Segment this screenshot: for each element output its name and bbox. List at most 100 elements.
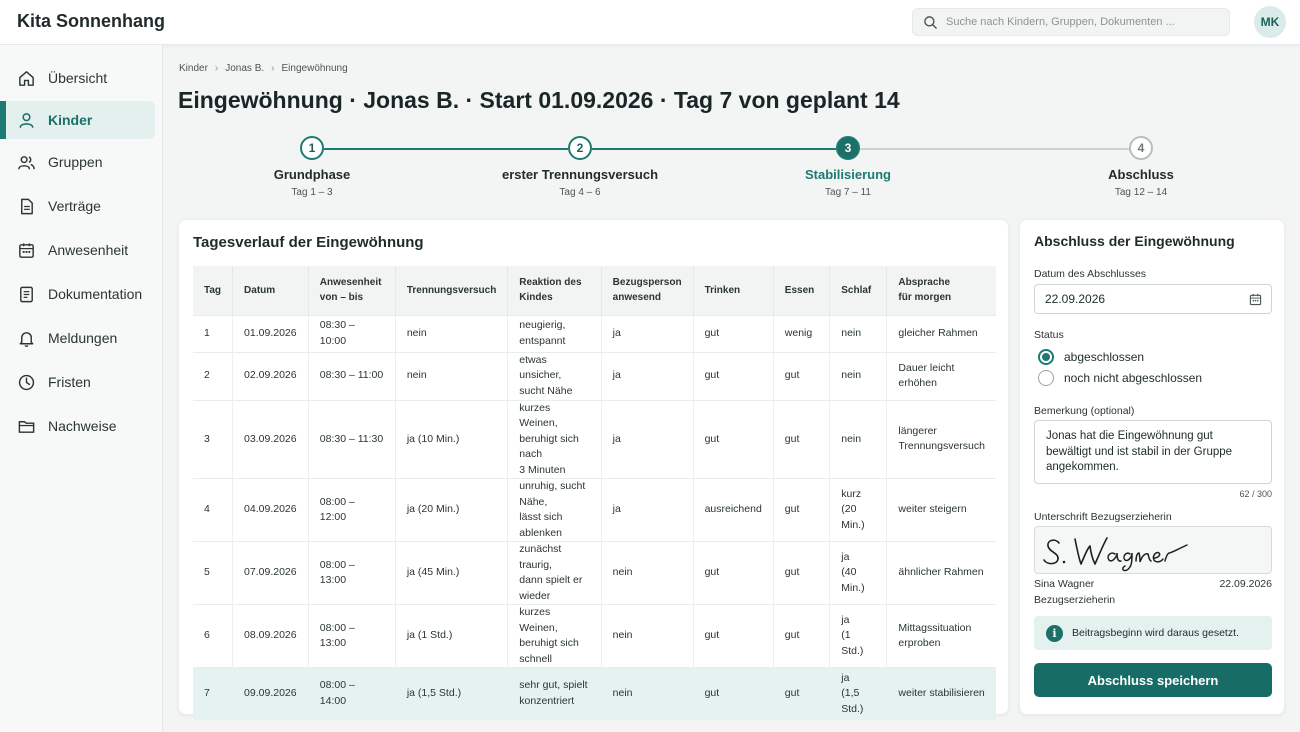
table-cell: 02.09.2026 bbox=[232, 351, 309, 400]
table-cell: 2 bbox=[193, 351, 234, 400]
column-header: Datum bbox=[232, 266, 309, 315]
table-row[interactable]: 6 08.09.2026 08:00 – 13:00 ja (1 Std.) kurze… bbox=[193, 604, 996, 668]
status-option-nicht-abgeschlossen[interactable]: noch nicht abgeschlossen bbox=[1038, 370, 1202, 386]
step-1-range: Tag 1 – 3 bbox=[291, 187, 333, 198]
search-icon bbox=[924, 16, 937, 29]
signer-role: Bezugserzieherin bbox=[1034, 594, 1116, 606]
table-cell: 08:00 – 13:00 bbox=[308, 541, 396, 605]
sidebar-item-gruppen[interactable]: Gruppen bbox=[0, 143, 155, 181]
sidebar-item-label: Gruppen bbox=[48, 154, 103, 170]
clock-icon bbox=[18, 374, 35, 390]
sidebar-item-label: Kinder bbox=[48, 112, 93, 128]
table-cell: gut bbox=[773, 541, 831, 605]
table-cell: ja (1,5 Std.) bbox=[829, 667, 888, 720]
sidebar-item-vertraege[interactable]: Verträge bbox=[0, 187, 155, 225]
sidebar-item-anwesenheit[interactable]: Anwesenheit bbox=[0, 231, 155, 269]
table-cell: ja (1 Std.) bbox=[395, 604, 509, 668]
column-header: Tag bbox=[193, 266, 234, 315]
table-row[interactable]: 3 03.09.2026 08:30 – 11:30 ja (10 Min.) kurz… bbox=[193, 399, 996, 479]
search-input[interactable] bbox=[946, 9, 1226, 35]
table-cell: 6 bbox=[193, 604, 234, 668]
table-cell: kurz (20 Min.) bbox=[829, 478, 888, 542]
signature-field[interactable] bbox=[1034, 526, 1272, 574]
sidebar-item-uebersicht[interactable]: Übersicht bbox=[0, 59, 155, 97]
table-row[interactable]: 1 01.09.2026 08:30 – 10:00 nein neugierig, e… bbox=[193, 314, 996, 352]
table-cell: nein bbox=[395, 314, 509, 352]
table-row[interactable]: 5 07.09.2026 08:00 – 13:00 ja (45 Min.) zunä… bbox=[193, 541, 996, 605]
table-cell: längerer Trennungsversuch bbox=[886, 399, 996, 479]
sidebar-item-kinder[interactable]: Kinder bbox=[0, 101, 155, 139]
step-1-label: Grundphase bbox=[273, 167, 351, 182]
sidebar-item-meldungen[interactable]: Meldungen bbox=[0, 319, 155, 357]
users-icon bbox=[18, 155, 35, 169]
table-row[interactable]: 7 09.09.2026 08:00 – 14:00 ja (1,5 Std.) seh… bbox=[193, 667, 996, 720]
breadcrumb-item-kinder[interactable]: Kinder bbox=[179, 63, 208, 74]
sidebar-item-label: Meldungen bbox=[48, 330, 118, 346]
breadcrumb: Kinder › Jonas B. › Eingewöhnung bbox=[179, 63, 348, 74]
completion-date-input[interactable] bbox=[1045, 285, 1235, 313]
table-cell: etwas unsicher, sucht Nähe bbox=[507, 351, 602, 400]
table-cell: ja (20 Min.) bbox=[395, 478, 509, 542]
table-cell: Dauer leicht erhöhen bbox=[886, 351, 996, 400]
radio-button-checked[interactable] bbox=[1038, 349, 1054, 365]
sidebar: Übersicht Kinder Gruppen Verträge Anwese… bbox=[0, 45, 163, 732]
table-cell: Mittagssituation erproben bbox=[886, 604, 996, 668]
sidebar-item-nachweise[interactable]: Nachweise bbox=[0, 407, 155, 445]
table-cell: 08.09.2026 bbox=[232, 604, 309, 668]
status-option-label: abgeschlossen bbox=[1064, 350, 1145, 364]
table-cell: gut bbox=[773, 399, 831, 479]
table-cell: nein bbox=[601, 667, 694, 720]
table-cell: nein bbox=[395, 351, 509, 400]
user-avatar[interactable]: MK bbox=[1254, 6, 1286, 38]
remark-label: Bemerkung (optional) bbox=[1034, 405, 1135, 417]
table-cell: nein bbox=[829, 399, 888, 479]
step-2-label: erster Trennungsversuch bbox=[501, 167, 659, 182]
table-cell: ja (1 Std.) bbox=[829, 604, 888, 668]
table-cell: gut bbox=[773, 351, 831, 400]
step-3-circle[interactable]: 3 bbox=[836, 136, 860, 160]
step-connector bbox=[860, 148, 1129, 150]
table-cell: gut bbox=[773, 478, 831, 542]
table-cell: 08:30 – 11:30 bbox=[308, 399, 396, 479]
radio-button[interactable] bbox=[1038, 370, 1054, 386]
table-cell: 4 bbox=[193, 478, 234, 542]
search-box[interactable] bbox=[912, 8, 1230, 36]
top-bar: Kita Sonnenhang MK bbox=[0, 0, 1300, 45]
date-label: Datum des Abschlusses bbox=[1034, 268, 1147, 280]
bell-icon bbox=[19, 331, 34, 347]
save-completion-button[interactable]: Abschluss speichern bbox=[1034, 663, 1272, 697]
table-row[interactable]: 4 04.09.2026 08:00 – 12:00 ja (20 Min.) unru… bbox=[193, 478, 996, 542]
table-cell: 5 bbox=[193, 541, 234, 605]
step-3-label: Stabilisierung bbox=[805, 167, 891, 182]
document-icon bbox=[21, 198, 33, 214]
sidebar-item-fristen[interactable]: Fristen bbox=[0, 363, 155, 401]
status-option-abgeschlossen[interactable]: abgeschlossen bbox=[1038, 349, 1144, 365]
table-cell: gut bbox=[693, 399, 774, 479]
step-connector bbox=[324, 148, 568, 150]
step-4-circle[interactable]: 4 bbox=[1129, 136, 1153, 160]
sidebar-item-dokumentation[interactable]: Dokumentation bbox=[0, 275, 155, 313]
daily-log-title: Tagesverlauf der Eingewöhnung bbox=[193, 234, 424, 251]
table-cell: ja (40 Min.) bbox=[829, 541, 888, 605]
table-cell: unruhig, sucht Nähe, lässt sich ablenken bbox=[507, 478, 602, 542]
table-row[interactable]: 2 02.09.2026 08:30 – 11:00 nein etwas unsich… bbox=[193, 351, 996, 400]
signer-name: Sina Wagner bbox=[1034, 578, 1095, 590]
completion-date-field[interactable] bbox=[1034, 284, 1272, 314]
remark-textarea[interactable]: Jonas hat die Eingewöhnung gut bewältigt… bbox=[1034, 420, 1272, 484]
info-icon: i bbox=[1046, 624, 1063, 642]
table-header-row: Tag Datum Anwesenheit von – bis Trennungsve… bbox=[193, 266, 996, 315]
user-icon bbox=[19, 112, 34, 128]
calendar-icon[interactable] bbox=[1249, 293, 1262, 306]
table-cell: ausreichend bbox=[693, 478, 774, 542]
breadcrumb-item-child[interactable]: Jonas B. bbox=[225, 63, 265, 74]
table-cell: 7 bbox=[193, 667, 234, 720]
table-cell: 08:00 – 14:00 bbox=[308, 667, 396, 720]
page-title: Eingewöhnung · Jonas B. · Start 01.09.20… bbox=[178, 87, 900, 113]
table-cell: kurzes Weinen, beruhigt sich schnell bbox=[507, 604, 602, 668]
step-2-circle[interactable]: 2 bbox=[568, 136, 592, 160]
folder-icon bbox=[18, 420, 35, 433]
table-cell: 08:00 – 13:00 bbox=[308, 604, 396, 668]
step-1-circle[interactable]: 1 bbox=[300, 136, 324, 160]
completion-card: Abschluss der Eingewöhnung Datum des Abs… bbox=[1019, 219, 1285, 715]
table-cell: 3 bbox=[193, 399, 234, 479]
